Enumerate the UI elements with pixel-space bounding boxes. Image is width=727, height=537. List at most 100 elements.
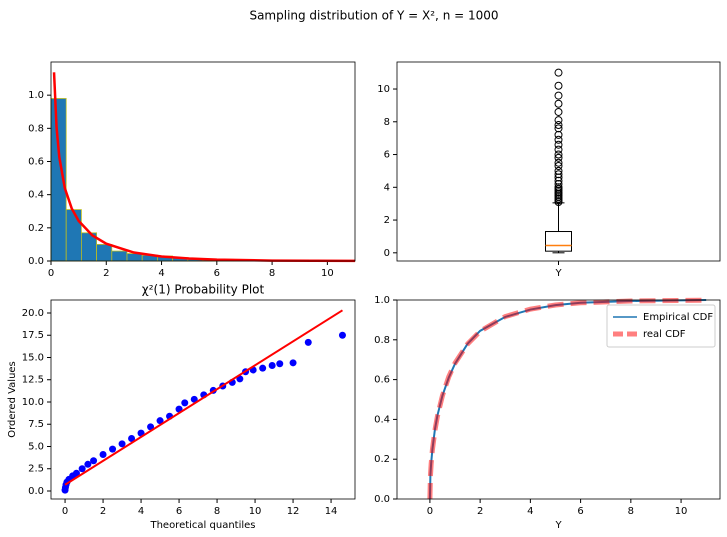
y-tick-label: 0.8	[28, 123, 44, 134]
flier	[554, 121, 563, 130]
y-tick-label: 2	[384, 215, 390, 226]
flier	[554, 68, 563, 77]
y-tick-label: 0.6	[374, 375, 390, 386]
legend-label: Empirical CDF	[643, 312, 713, 323]
y-tick-label: 0.0	[28, 256, 44, 267]
flier	[554, 150, 563, 159]
y-tick-label: 10	[377, 84, 390, 95]
flier	[554, 81, 563, 90]
point	[99, 451, 107, 459]
x-tick-label: 0	[62, 506, 68, 517]
y-tick-label: 8	[384, 117, 390, 128]
x-tick-label: 10	[321, 268, 334, 279]
y-tick-label: 0.2	[28, 223, 44, 234]
flier	[554, 158, 563, 167]
axes-frame	[50, 299, 356, 500]
x-tick-label: 10	[249, 506, 262, 517]
line	[64, 309, 343, 486]
line	[52, 72, 356, 263]
x-tick-label: 2	[477, 506, 483, 517]
y-tick-label: 2.5	[28, 464, 44, 475]
y-tick-label: 1.0	[28, 90, 44, 101]
y-tick-label: 15.0	[22, 352, 44, 363]
point	[289, 359, 297, 367]
point	[109, 445, 117, 453]
box	[545, 231, 572, 252]
bar	[111, 250, 128, 262]
x-tick-label: 14	[325, 506, 338, 517]
axes-title: χ²(1) Probability Plot	[142, 283, 265, 297]
y-tick-label: 17.5	[22, 330, 44, 341]
axes-frame	[396, 61, 721, 262]
y-tick-label: 0.2	[374, 454, 390, 465]
point	[128, 434, 136, 442]
point	[276, 360, 284, 368]
flier	[554, 124, 563, 133]
y-tick-label: 7.5	[28, 419, 44, 430]
point	[268, 362, 276, 370]
x-tick-label: 0	[48, 268, 54, 279]
point	[190, 395, 198, 403]
y-tick-label: 6	[384, 150, 390, 161]
flier	[554, 91, 563, 100]
x-tick-label: 0	[427, 506, 433, 517]
flier	[554, 107, 563, 116]
x-tick-label: 8	[214, 506, 220, 517]
point	[118, 440, 126, 448]
point	[78, 465, 86, 473]
y-tick-label: 0.4	[374, 414, 390, 425]
axes-frame	[396, 299, 721, 500]
bar	[96, 244, 113, 262]
y-tick-label: 0	[384, 248, 390, 259]
legend-label: real CDF	[643, 329, 686, 340]
x-tick-label: 4	[138, 506, 144, 517]
y-tick-label: 0.4	[28, 190, 44, 201]
y-tick-label: 0.8	[374, 335, 390, 346]
y-axis-label: Ordered Values	[7, 361, 18, 438]
x-axis-label: Theoretical quantiles	[149, 520, 255, 531]
figure-title: Sampling distribution of Y = X², n = 100…	[249, 9, 498, 23]
flier	[554, 166, 563, 175]
point	[147, 423, 155, 431]
y-tick-label: 1.0	[374, 295, 390, 306]
y-tick-label: 20.0	[22, 308, 44, 319]
x-tick-label: Y	[554, 268, 562, 279]
flier	[554, 145, 563, 154]
flier	[554, 153, 563, 162]
y-tick-label: 5.0	[28, 441, 44, 452]
x-tick-label: 12	[287, 506, 300, 517]
point	[304, 338, 312, 346]
y-tick-label: 4	[384, 182, 390, 193]
point	[90, 457, 98, 465]
point	[84, 460, 92, 468]
point	[156, 417, 164, 425]
y-tick-label: 12.5	[22, 375, 44, 386]
flier	[554, 162, 563, 171]
x-tick-label: 2	[103, 268, 109, 279]
x-tick-label: 6	[214, 268, 220, 279]
y-tick-label: 0.0	[28, 486, 44, 497]
flier	[554, 170, 563, 179]
x-tick-label: 8	[628, 506, 634, 517]
x-tick-label: 6	[176, 506, 182, 517]
y-tick-label: 0.6	[28, 157, 44, 168]
x-tick-label: 4	[527, 506, 533, 517]
y-tick-label: 0.0	[374, 494, 390, 505]
point	[72, 469, 80, 477]
flier	[554, 99, 563, 108]
x-tick-label: 2	[100, 506, 106, 517]
x-tick-label: 6	[577, 506, 583, 517]
axes-frame	[50, 61, 356, 262]
flier	[554, 135, 563, 144]
point	[338, 331, 346, 339]
x-axis-label: Y	[554, 520, 562, 531]
flier	[554, 116, 563, 125]
flier	[554, 140, 563, 149]
x-tick-label: 4	[158, 268, 164, 279]
point	[259, 364, 267, 372]
y-tick-label: 10.0	[22, 397, 44, 408]
point	[181, 399, 189, 407]
